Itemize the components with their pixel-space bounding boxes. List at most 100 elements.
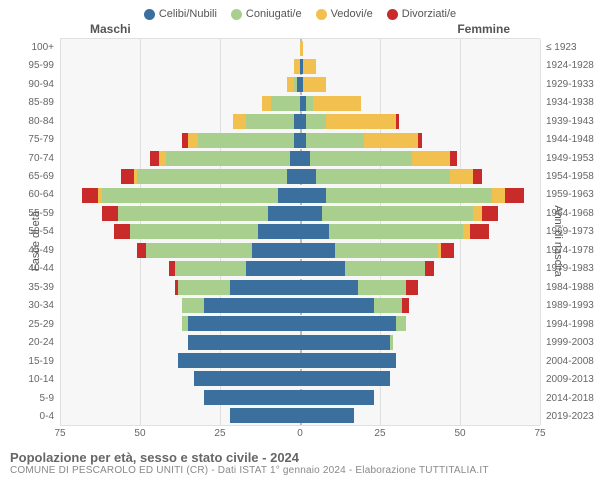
year-tick: 2014-2018 xyxy=(542,389,600,407)
bar-segment xyxy=(473,169,483,184)
age-tick: 75-79 xyxy=(0,130,58,148)
age-tick: 20-24 xyxy=(0,334,58,352)
pyramid-row xyxy=(60,388,540,406)
x-axis: 7550250255075 xyxy=(60,426,540,444)
bar-segment xyxy=(316,169,450,184)
age-tick: 45-49 xyxy=(0,241,58,259)
bar-segment xyxy=(166,151,291,166)
age-tick: 95-99 xyxy=(0,56,58,74)
age-tick: 30-34 xyxy=(0,297,58,315)
bar-segment xyxy=(300,371,390,386)
bar-segment xyxy=(473,206,483,221)
female-bar xyxy=(300,243,540,258)
bar-segment xyxy=(175,261,245,276)
male-label: Maschi xyxy=(90,22,131,36)
bar-segment xyxy=(188,335,300,350)
bar-segment xyxy=(146,243,252,258)
male-bar xyxy=(60,151,300,166)
bar-segment xyxy=(470,224,489,239)
bar-segment xyxy=(358,280,406,295)
bar-segment xyxy=(326,188,492,203)
x-tick: 25 xyxy=(374,428,385,439)
age-tick: 55-59 xyxy=(0,204,58,222)
female-bar xyxy=(300,133,540,148)
female-bar xyxy=(300,77,540,92)
male-bar xyxy=(60,390,300,405)
legend: Celibi/NubiliConiugati/eVedovi/eDivorzia… xyxy=(0,0,600,22)
pyramid-row xyxy=(60,351,540,369)
bar-segment xyxy=(441,243,454,258)
bar-segment xyxy=(300,353,396,368)
female-bar xyxy=(300,169,540,184)
male-bar xyxy=(60,280,300,295)
bar-segment xyxy=(303,77,325,92)
female-bar xyxy=(300,188,540,203)
pyramid-row xyxy=(60,113,540,131)
legend-label: Coniugati/e xyxy=(246,8,302,20)
pyramid-row xyxy=(60,76,540,94)
year-tick: 1989-1993 xyxy=(542,297,600,315)
male-bar xyxy=(60,353,300,368)
bar-segment xyxy=(230,280,300,295)
year-tick: 1929-1933 xyxy=(542,75,600,93)
year-tick: 1934-1938 xyxy=(542,93,600,111)
bar-segment xyxy=(114,224,130,239)
bar-segment xyxy=(450,169,472,184)
bar-segment xyxy=(300,335,390,350)
bar-segment xyxy=(178,353,300,368)
bar-segment xyxy=(300,169,316,184)
year-tick: 1999-2003 xyxy=(542,334,600,352)
age-tick: 65-69 xyxy=(0,167,58,185)
pyramid-row xyxy=(60,39,540,57)
bar-segment xyxy=(300,390,374,405)
side-labels: Maschi Femmine xyxy=(0,22,600,38)
bar-segment xyxy=(252,243,300,258)
bar-segment xyxy=(204,298,300,313)
year-tick: 1954-1958 xyxy=(542,167,600,185)
x-tick: 75 xyxy=(534,428,545,439)
pyramid-row xyxy=(60,370,540,388)
age-tick: 90-94 xyxy=(0,75,58,93)
female-bar xyxy=(300,335,540,350)
male-bar xyxy=(60,114,300,129)
legend-swatch xyxy=(387,9,398,20)
female-bar xyxy=(300,298,540,313)
age-tick: 0-4 xyxy=(0,407,58,425)
age-tick: 10-14 xyxy=(0,370,58,388)
male-bar xyxy=(60,335,300,350)
bar-segment xyxy=(300,408,354,423)
bar-segment xyxy=(482,206,498,221)
female-bar xyxy=(300,41,540,56)
bar-segment xyxy=(258,224,300,239)
bar-segment xyxy=(335,243,437,258)
age-tick: 40-44 xyxy=(0,260,58,278)
year-tick: 1924-1928 xyxy=(542,56,600,74)
bar-segment xyxy=(204,390,300,405)
male-bar xyxy=(60,96,300,111)
pyramid-row xyxy=(60,149,540,167)
legend-item: Divorziati/e xyxy=(387,8,456,20)
bar-segment xyxy=(102,206,118,221)
legend-item: Coniugati/e xyxy=(231,8,302,20)
male-bar xyxy=(60,316,300,331)
bar-segment xyxy=(188,316,300,331)
legend-label: Vedovi/e xyxy=(331,8,373,20)
pyramid-row xyxy=(60,94,540,112)
x-tick: 75 xyxy=(54,428,65,439)
year-tick: 1994-1998 xyxy=(542,315,600,333)
female-bar xyxy=(300,353,540,368)
bar-segment xyxy=(310,151,412,166)
gridline xyxy=(540,39,541,425)
bar-segment xyxy=(182,298,204,313)
legend-item: Vedovi/e xyxy=(316,8,373,20)
year-tick: 2004-2008 xyxy=(542,352,600,370)
pyramid-row xyxy=(60,131,540,149)
bar-segment xyxy=(300,298,374,313)
female-bar xyxy=(300,316,540,331)
bar-segment xyxy=(300,41,303,56)
bar-segment xyxy=(450,151,456,166)
year-tick: 1979-1983 xyxy=(542,260,600,278)
bar-segment xyxy=(329,224,463,239)
age-tick: 35-39 xyxy=(0,278,58,296)
x-tick: 50 xyxy=(134,428,145,439)
